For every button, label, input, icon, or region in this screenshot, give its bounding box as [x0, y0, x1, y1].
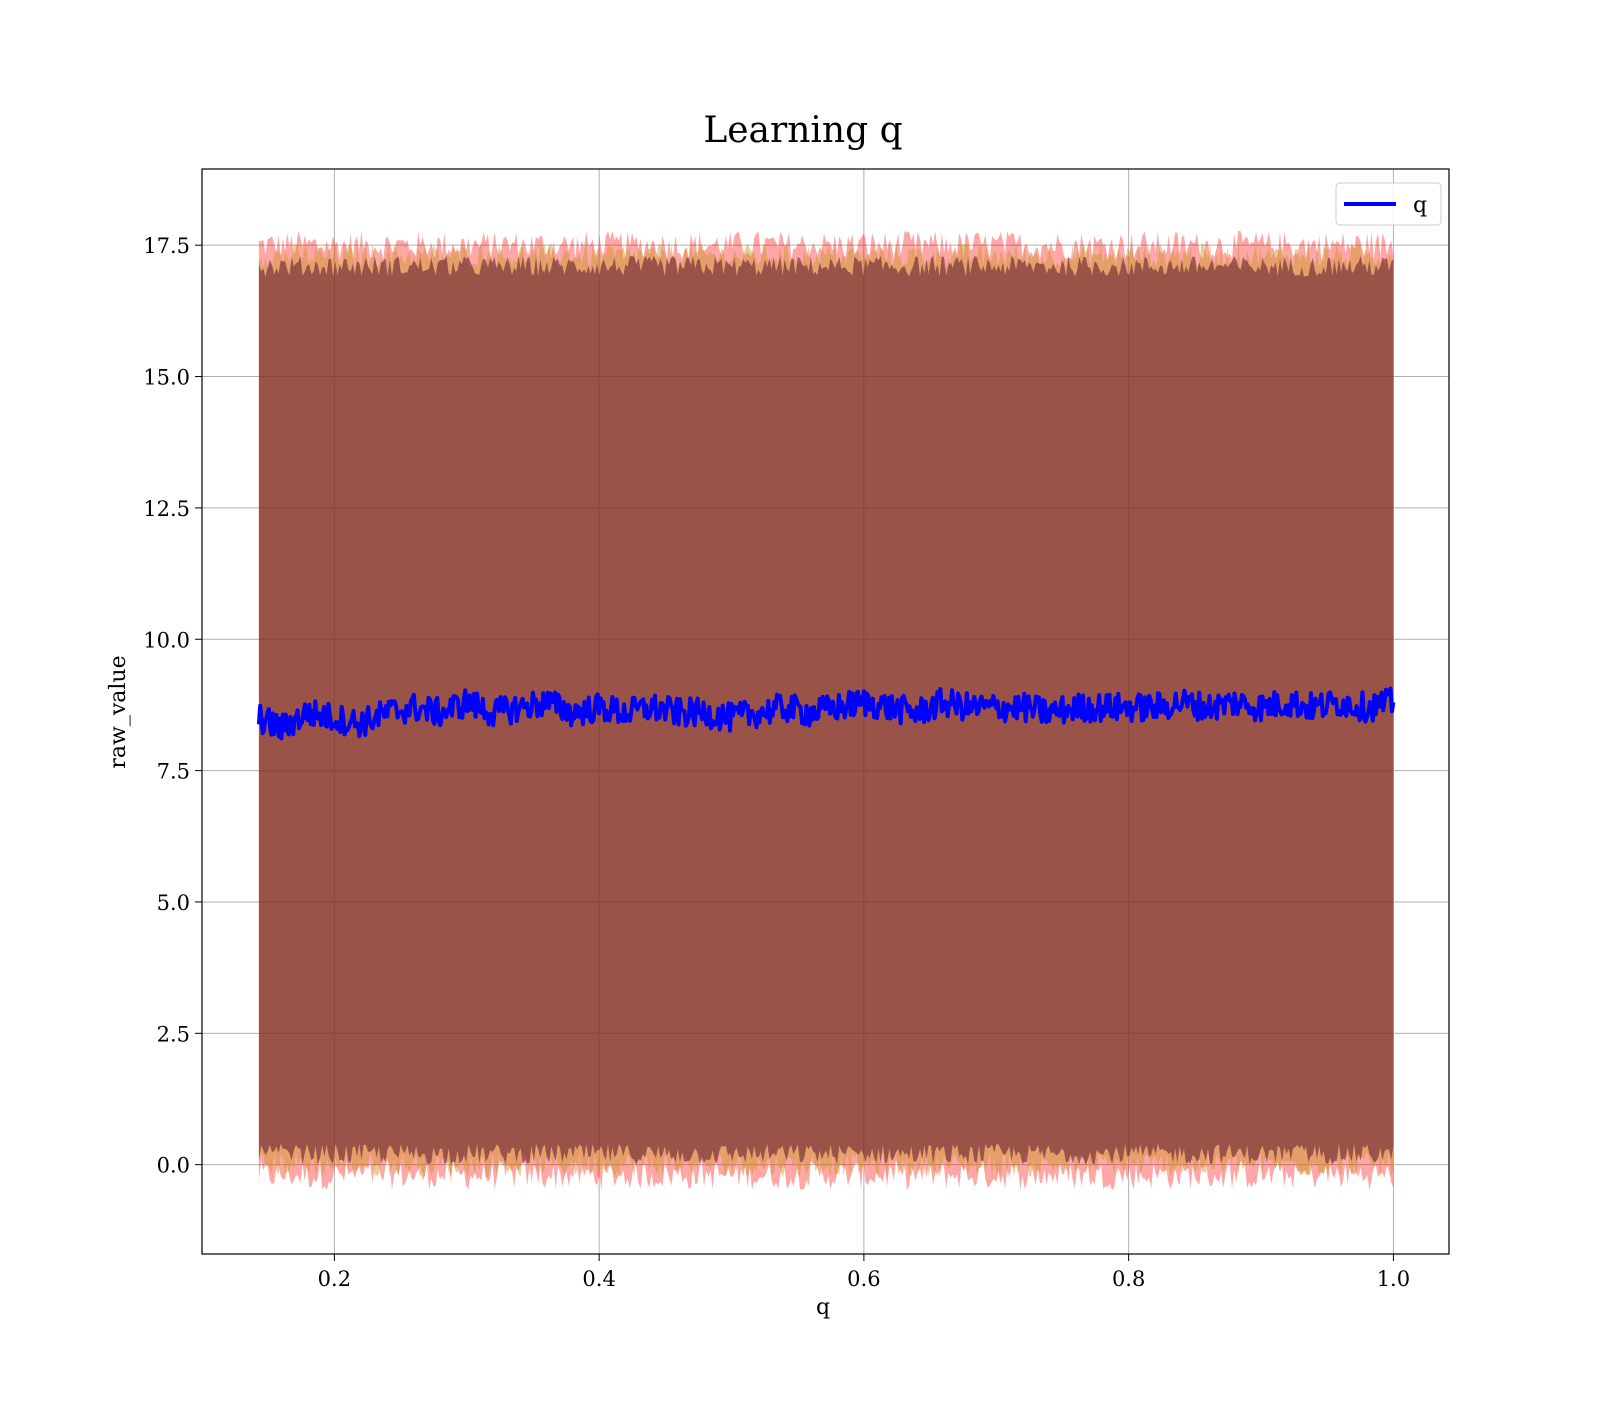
y-tick-label: 7.5	[157, 760, 190, 784]
y-tick-label: 12.5	[143, 497, 190, 521]
x-axis-label: q	[816, 1295, 830, 1320]
x-tick-label: 0.4	[582, 1267, 615, 1291]
y-tick-label: 5.0	[157, 891, 190, 915]
y-axis-label: raw_value	[106, 655, 131, 768]
y-tick-label: 15.0	[143, 366, 190, 390]
y-tick-label: 10.0	[143, 628, 190, 652]
x-tick-label: 0.2	[318, 1267, 351, 1291]
x-tick-label: 0.8	[1112, 1267, 1145, 1291]
series-line-q	[256, 686, 1396, 741]
plot-area: 0.2 0.4 0.6 0.8 1.0 0.0 2.5 5.0 7.5 10.0 12.5 15.0 1…	[143, 168, 1450, 1291]
y-tick-label: 0.0	[157, 1154, 190, 1178]
y-tick-label: 17.5	[143, 234, 190, 258]
x-tick-label: 0.6	[847, 1267, 880, 1291]
plot-frame	[201, 168, 1450, 1255]
chart-title: Learning q	[703, 110, 902, 151]
legend-entry-label: q	[1413, 193, 1427, 218]
y-tick-label: 2.5	[157, 1022, 190, 1046]
x-tick-label: 1.0	[1377, 1267, 1410, 1291]
